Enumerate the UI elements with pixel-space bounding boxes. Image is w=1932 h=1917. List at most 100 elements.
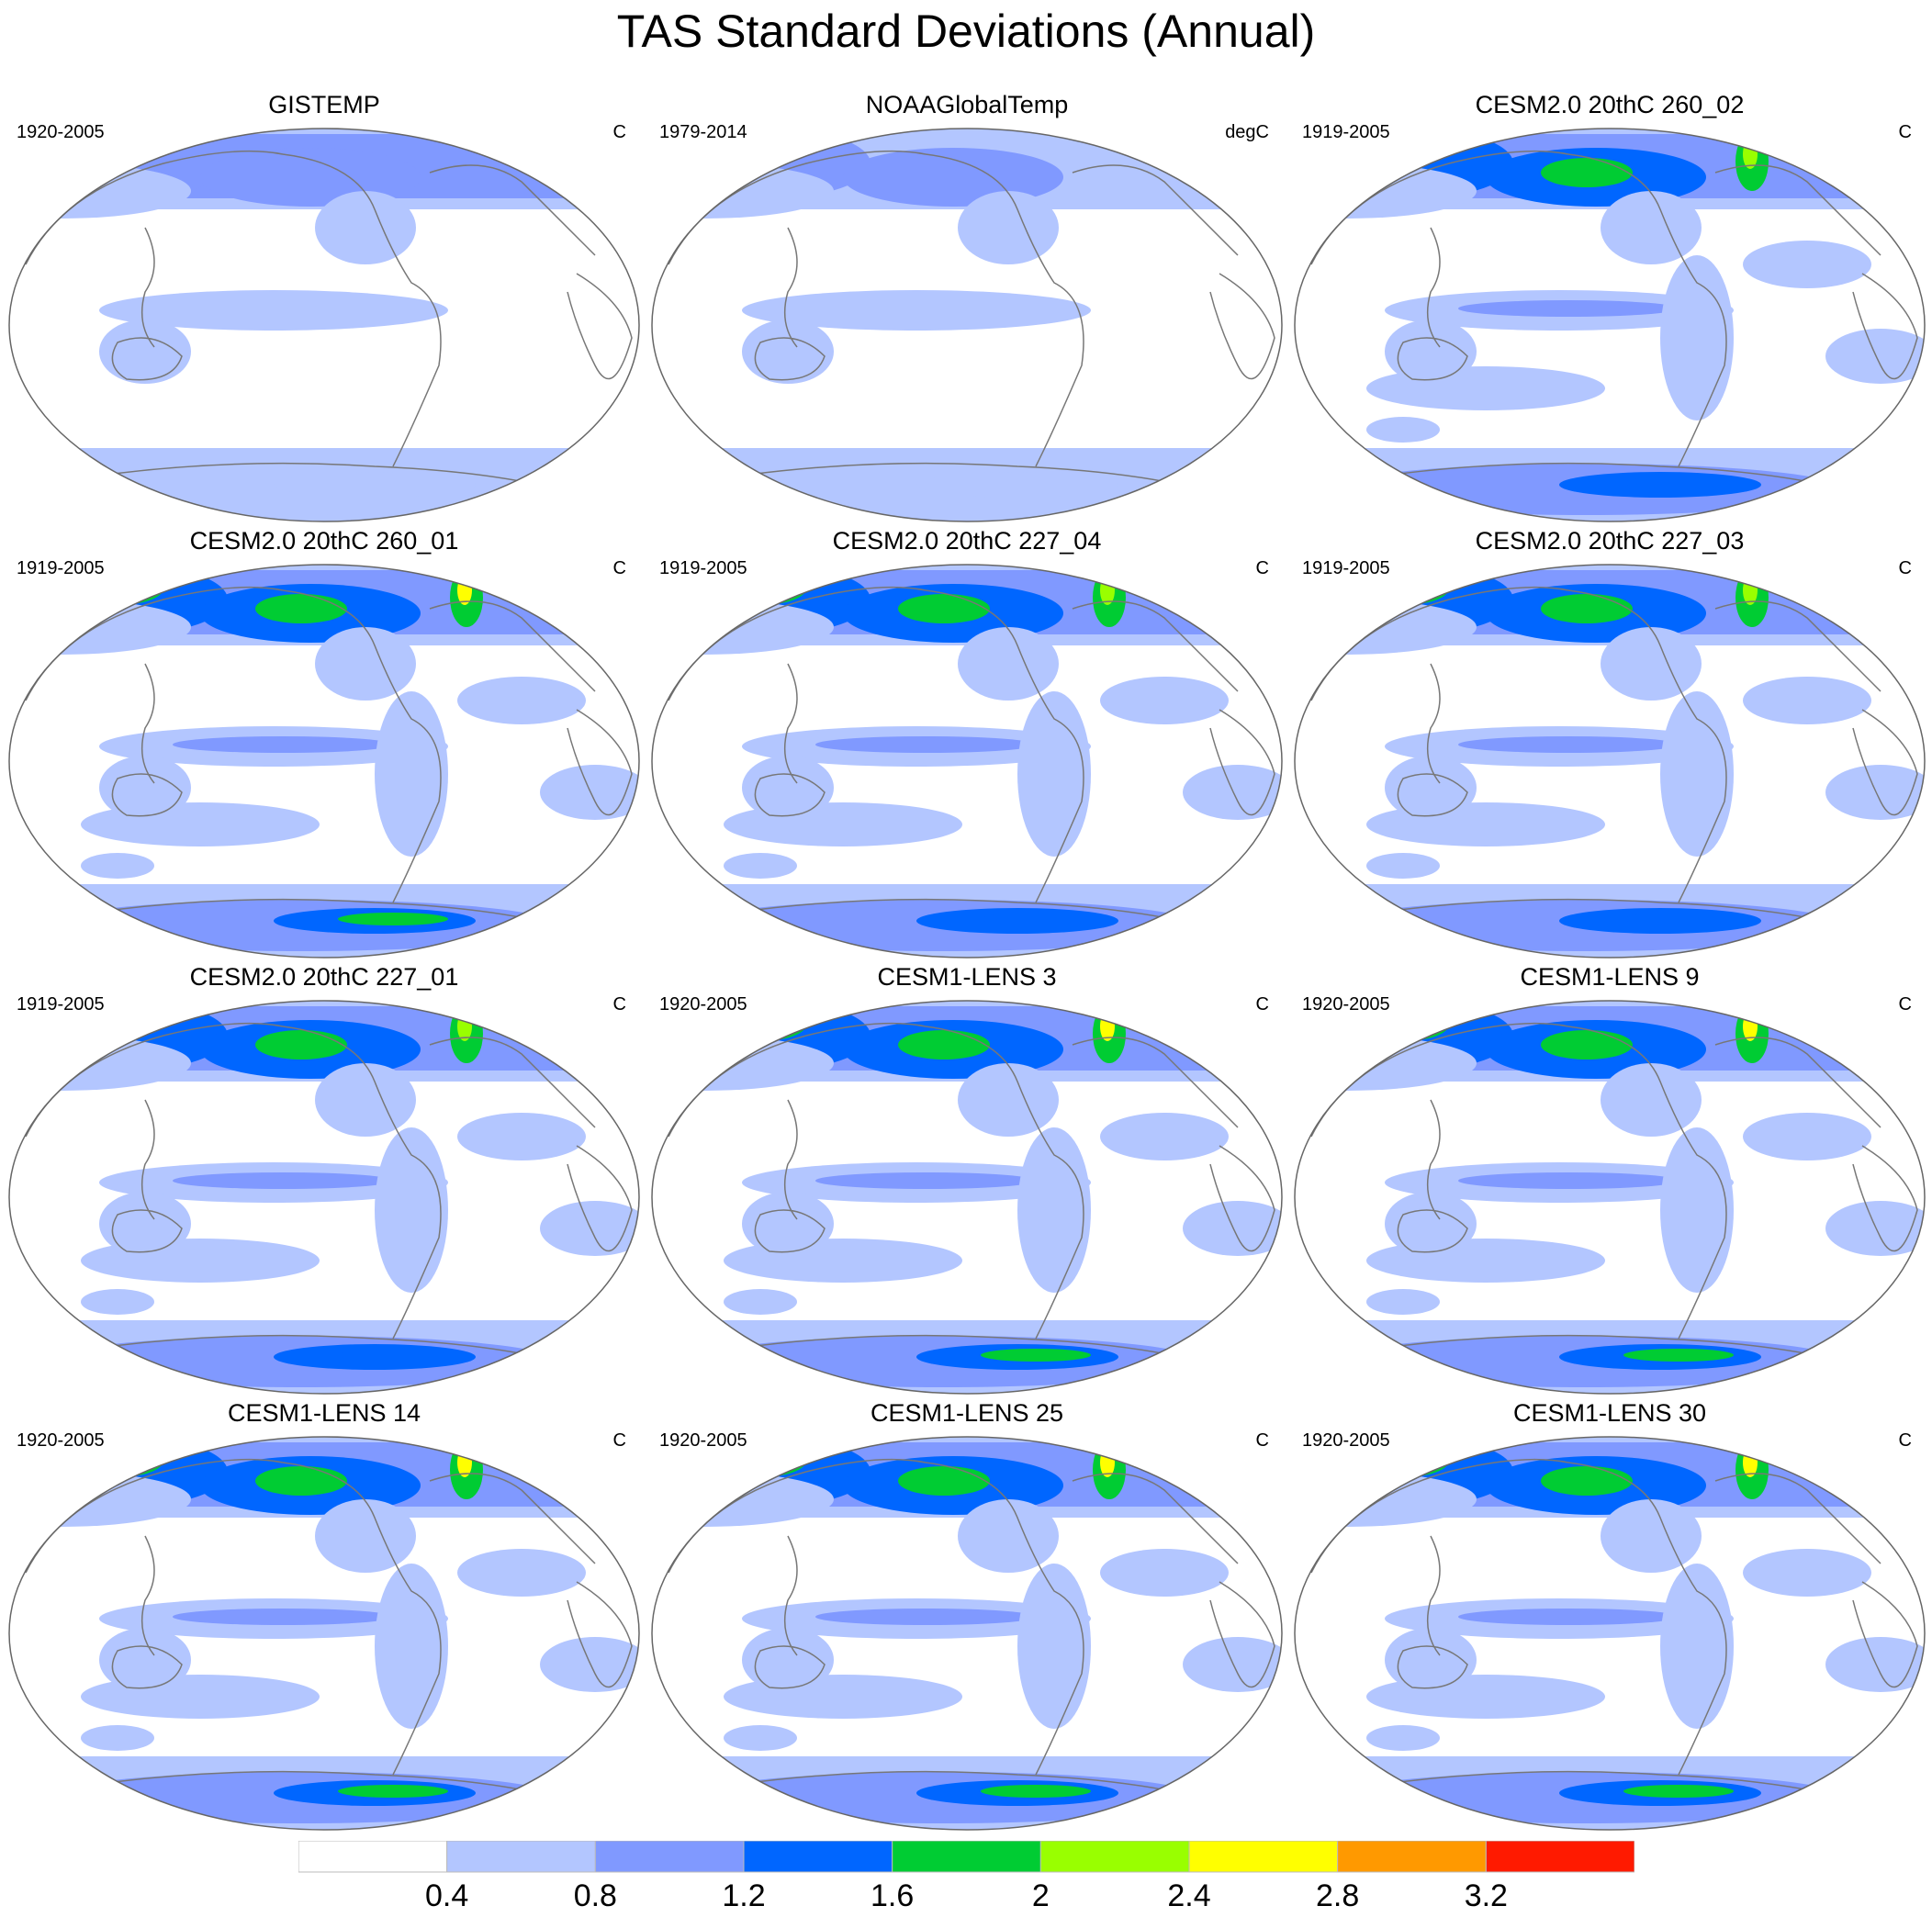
australia	[1385, 756, 1477, 820]
north-america-midlat	[315, 1063, 416, 1137]
map-panel: GISTEMP 1920-2005 C	[7, 90, 641, 522]
siberia-max	[72, 572, 163, 605]
panel-period: 1920-2005	[659, 994, 747, 1015]
equatorial-pacific	[742, 290, 1091, 331]
map-panel: CESM1-LENS 14 1920-2005 C	[7, 1398, 641, 1831]
south-america	[1660, 691, 1734, 857]
map-border	[1294, 564, 1926, 958]
australia	[99, 756, 191, 820]
colorbar-tick-label: 0.8	[573, 1878, 617, 1913]
panel-units: C	[612, 558, 626, 578]
antarctic-max	[981, 1785, 1091, 1798]
colorbar-tick-label: 2.4	[1167, 1878, 1211, 1913]
south-america	[375, 1127, 448, 1293]
siberia-max	[714, 136, 806, 169]
north-america-midlat	[315, 627, 416, 701]
panel-period: 1920-2005	[17, 1430, 105, 1451]
antarctic-max	[338, 1785, 448, 1798]
australia	[99, 320, 191, 384]
panel-title: CESM2.0 20thC 227_01	[189, 963, 459, 991]
siberia-peak	[1379, 1012, 1412, 1026]
map-border	[651, 564, 1283, 958]
atlantic	[457, 1549, 586, 1597]
world-map	[1294, 1000, 1926, 1395]
siberia-max	[72, 1444, 163, 1477]
north-america-max	[1541, 1030, 1633, 1059]
world-map	[651, 564, 1283, 958]
siberia-max	[714, 572, 806, 605]
siberia-peak	[94, 1448, 127, 1463]
indian-ocean	[1366, 1289, 1440, 1315]
panel-title: CESM1-LENS 9	[1520, 963, 1700, 991]
coastlines	[1310, 1458, 1918, 1799]
siberia-max	[1357, 572, 1449, 605]
siberia-max	[1357, 1444, 1449, 1477]
antarctic-max	[338, 913, 448, 925]
panel-period: 1919-2005	[17, 994, 105, 1015]
panel-units: C	[1898, 994, 1912, 1015]
panel-units: C	[612, 1430, 626, 1451]
colorbar-tick-label: 2.8	[1316, 1878, 1360, 1913]
map-panel: CESM1-LENS 9 1920-2005 C	[1293, 962, 1926, 1395]
map-border	[651, 1436, 1283, 1831]
map-border	[651, 128, 1283, 522]
panel-period: 1920-2005	[1302, 1430, 1390, 1451]
south-atlantic	[1183, 1637, 1282, 1692]
colorbar-tick-label: 1.6	[871, 1878, 915, 1913]
coastlines	[1310, 150, 1918, 490]
indian-ocean	[81, 853, 154, 879]
north-america-max	[255, 594, 347, 623]
south-america	[1660, 1564, 1734, 1729]
nino-core	[1458, 1172, 1679, 1189]
nino-core	[815, 1172, 1036, 1189]
world-map	[1294, 1436, 1926, 1831]
colorbar-tick-label: 2	[1031, 1878, 1050, 1913]
colorbar-swatch	[1039, 1841, 1190, 1873]
colorbar-swatch	[1485, 1841, 1634, 1873]
north-america-max	[255, 1466, 347, 1496]
panel-period: 1920-2005	[659, 1430, 747, 1451]
world-map	[651, 1000, 1283, 1395]
map-panel: NOAAGlobalTemp 1979-2014 degC	[650, 90, 1284, 522]
north-america-midlat	[958, 627, 1059, 701]
atlantic	[1100, 1549, 1229, 1597]
nino-core	[815, 1609, 1036, 1625]
figure-title: TAS Standard Deviations (Annual)	[616, 6, 1316, 57]
panel-units: C	[1255, 994, 1269, 1015]
australia	[99, 1192, 191, 1256]
north-america-max	[255, 1030, 347, 1059]
panel-units: C	[612, 994, 626, 1015]
panel-period: 1919-2005	[17, 558, 105, 578]
world-map	[8, 128, 640, 522]
south-atlantic	[1183, 765, 1282, 820]
atlantic	[1743, 677, 1871, 724]
antarctic-max	[981, 913, 1091, 925]
south-america	[375, 691, 448, 857]
siberia-peak	[736, 1012, 769, 1026]
coastlines	[25, 150, 633, 490]
world-map	[8, 1436, 640, 1831]
greenland-peak	[457, 576, 472, 605]
world-map	[8, 1000, 640, 1395]
colorbar-swatch	[1337, 1841, 1487, 1873]
panel-title: CESM2.0 20thC 260_01	[189, 527, 459, 555]
map-border	[651, 1000, 1283, 1395]
world-map	[1294, 564, 1926, 958]
colorbar-swatches	[298, 1841, 1634, 1873]
siberia-max	[714, 1444, 806, 1477]
australia	[1385, 1628, 1477, 1692]
panel-title: CESM2.0 20thC 227_03	[1475, 527, 1745, 555]
south-atlantic	[1183, 1201, 1282, 1256]
antarctic-max	[1623, 1349, 1734, 1362]
siberia-max	[1357, 1008, 1449, 1041]
antarctic-max	[1623, 913, 1734, 925]
atlantic	[1100, 1113, 1229, 1160]
colorbar: 0.4 0.8 1.2 1.6 2 2.4 2.8 3.2	[298, 1841, 1634, 1914]
indian-ocean	[81, 1289, 154, 1315]
australia	[1385, 320, 1477, 384]
atlantic	[1100, 677, 1229, 724]
map-border	[8, 1436, 640, 1831]
colorbar-swatch	[594, 1841, 745, 1873]
colorbar-swatch	[892, 1841, 1041, 1873]
map-border	[8, 1000, 640, 1395]
